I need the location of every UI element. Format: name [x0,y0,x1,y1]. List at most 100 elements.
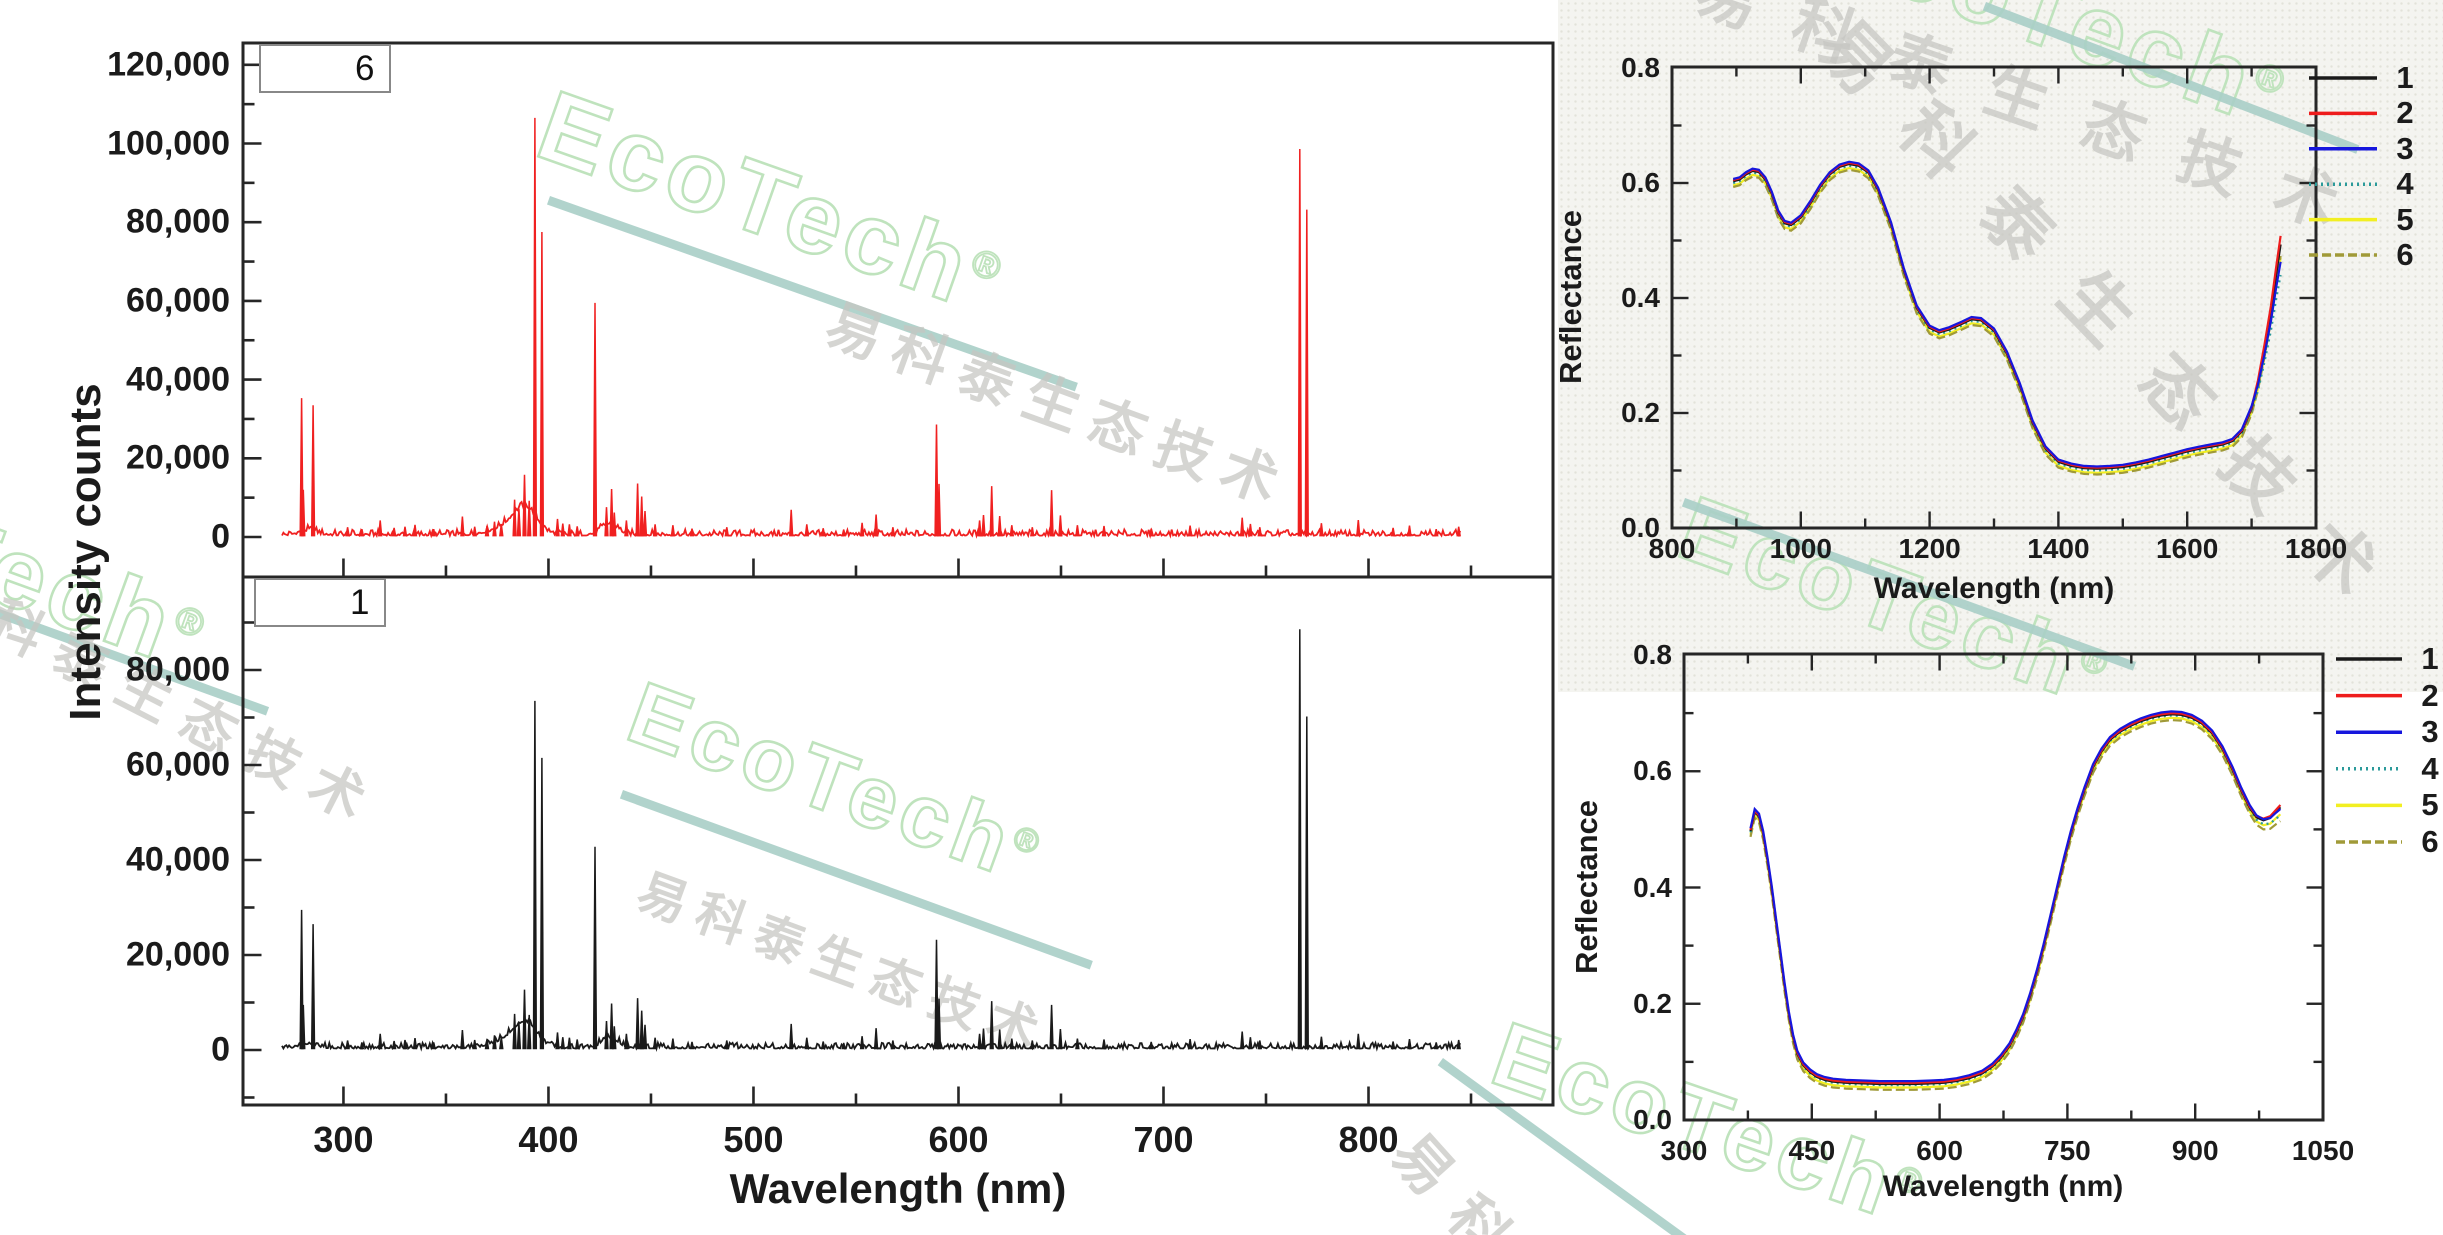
spectrum-peak [539,757,545,1050]
spectrum-peak [1390,1041,1396,1050]
spectrum-peak [532,117,538,537]
spectrum-peak [377,1033,383,1050]
spectrum-peak [377,520,383,537]
spectrum-peak [492,1035,497,1050]
spectrum-peak [412,524,418,537]
spectrum-peak [1239,1031,1245,1050]
spectrum-peak [981,514,986,537]
spectrum-peak [1049,490,1054,537]
spectrum-peak [555,518,560,537]
spectrum-peak [841,529,847,537]
panel-frame [241,41,1555,579]
spectrum-peak [516,508,522,537]
spectrum-peak [345,527,350,537]
spectrum-peak [820,1041,826,1050]
spectrum-peak [820,528,826,537]
spectrum-peak [310,405,316,537]
spectrum-peak [1407,1038,1412,1050]
spectrum-peak [484,1039,490,1050]
spectrum-peak [1058,1029,1063,1050]
reflectance-curve-series3 [1732,160,2282,468]
spectrum-peak [1049,1004,1054,1050]
spectrum-peak [1257,527,1263,537]
spectrum-peak [609,1003,614,1050]
spectrum-baseline-series6 [281,498,1461,540]
spectrum-peak [1075,525,1080,537]
spectrum-peak [460,516,465,537]
spectrum-peak [527,500,532,537]
spectrum-baseline-series1 [281,1017,1461,1053]
reflectance-curve-series4 [1732,164,2282,472]
spectrum-peak [512,499,517,537]
legend-line-series1 [268,601,338,605]
reflectance-curve-series2 [1732,161,2282,469]
spectrum-peak [1009,1038,1015,1050]
spectrum-peak [391,527,397,537]
reflectance-curve-series6 [1732,168,2282,476]
spectrum-peak [560,523,566,537]
spectrum-peak [624,1033,629,1050]
spectrum-peak [604,507,609,537]
spectrum-peak [431,528,437,537]
legend-line-series6 [273,67,343,71]
spectrum-peak [460,1029,465,1050]
spectrum-peak [989,1001,994,1050]
spectrum-peak [1101,525,1107,537]
spectrum-peak [1319,523,1324,537]
spectrum-peak [522,989,527,1050]
spectrum-peak [310,924,316,1050]
reflectance-curve-series3 [1749,710,2282,1083]
spectrum-peak [1304,716,1309,1050]
spectrum-peak [890,527,896,537]
spectrum-peak [522,474,527,537]
spectrum-peak [639,496,644,537]
spectrum-peak [499,523,504,537]
spectrum-peak [1030,1040,1035,1050]
reflectance-curve-series6 [1749,718,2282,1091]
spectrum-peak [527,1014,532,1050]
spectrum-peak [635,998,640,1050]
spectrum-peak [560,1037,566,1050]
spectrum-peak [1075,1038,1080,1050]
spectrum-peak [574,526,580,537]
spectrum-peak [1148,1041,1154,1050]
spectrum-peak [724,1040,730,1050]
spectrum-peak [431,1042,437,1050]
reflectance-curve-series1 [1732,162,2282,470]
spectrum-peak [652,1037,658,1050]
spectrum-peak [472,526,477,537]
spectrum-peak [1248,1037,1253,1050]
spectrum-peak [1433,528,1439,537]
spectrum-peak [670,525,676,537]
spectrum-peak [1407,525,1412,537]
spectrum-peak [642,510,648,537]
spectrum-peak [997,1029,1002,1050]
spectrum-peak [1248,523,1253,537]
spectrum-peak [1187,525,1193,537]
spectrum-peak [484,525,490,537]
spectrum-peak [359,1042,365,1050]
spectrum-peak [1297,148,1302,537]
legend-label-series1: 1 [350,582,370,622]
spectrum-peak [612,1026,617,1050]
spectrum-peak [804,524,810,537]
spectrum-peak [1356,1033,1361,1050]
spectrum-peak [642,1024,648,1050]
spectrum-peak [981,1028,986,1050]
spectrum-peak [1356,520,1361,537]
spectrum-peak [652,524,658,537]
spectrum-peak [1456,526,1461,537]
spectrum-peak [977,1033,982,1050]
spectrum-peak [1009,525,1015,537]
spectrum-peak [499,1037,504,1050]
spectrum-peak [1101,1039,1107,1050]
spectrum-peak [359,528,365,537]
spectrum-peak [1239,517,1245,537]
spectrum-peak [1187,1038,1193,1050]
panel-frame [1670,65,2318,530]
spectrum-peak [689,1041,695,1050]
spectrum-peak [1319,1036,1324,1050]
spectrum-peak [609,488,614,537]
spectrum-peak [567,524,572,537]
